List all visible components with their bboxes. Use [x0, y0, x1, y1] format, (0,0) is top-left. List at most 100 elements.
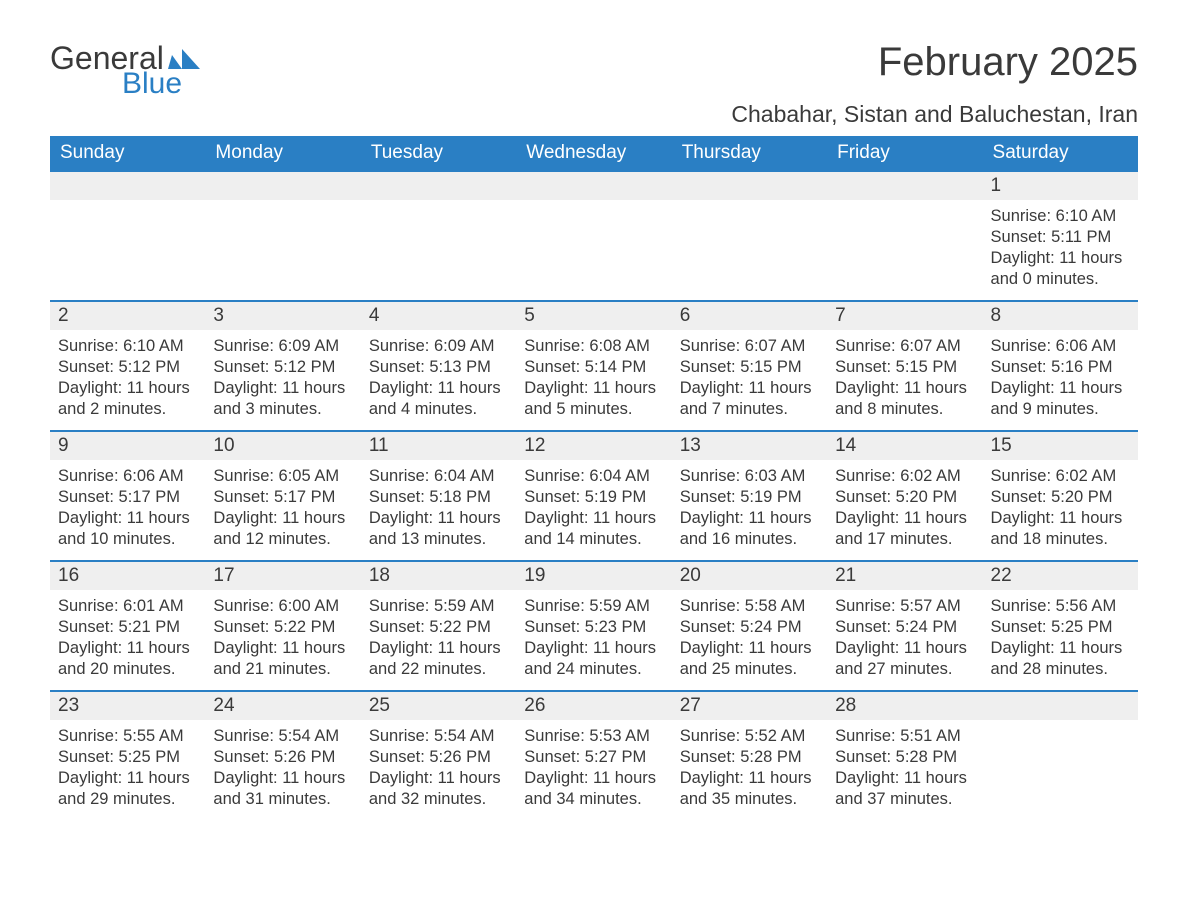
calendar-cell [361, 170, 516, 300]
day-details: Sunrise: 5:51 AMSunset: 5:28 PMDaylight:… [827, 720, 982, 816]
day-number: 21 [827, 560, 982, 590]
daylight-text: Daylight: 11 hours and 7 minutes. [680, 378, 819, 420]
day-number: 27 [672, 690, 827, 720]
daylight-text: Daylight: 11 hours and 27 minutes. [835, 638, 974, 680]
calendar-cell [827, 170, 982, 300]
calendar-cell [205, 170, 360, 300]
calendar-cell: 8 Sunrise: 6:06 AMSunset: 5:16 PMDaylight… [983, 300, 1138, 430]
sunset-text: Sunset: 5:12 PM [213, 357, 352, 378]
day-details: Sunrise: 5:58 AMSunset: 5:24 PMDaylight:… [672, 590, 827, 686]
day-details: Sunrise: 6:03 AMSunset: 5:19 PMDaylight:… [672, 460, 827, 556]
calendar-week-row: 9Sunrise: 6:06 AMSunset: 5:17 PMDaylight… [50, 430, 1138, 560]
daylight-text: Daylight: 11 hours and 28 minutes. [991, 638, 1130, 680]
day-header: Thursday [672, 136, 827, 170]
daylight-text: Daylight: 11 hours and 13 minutes. [369, 508, 508, 550]
calendar-cell: 9Sunrise: 6:06 AMSunset: 5:17 PMDaylight… [50, 430, 205, 560]
daylight-text: Daylight: 11 hours and 9 minutes. [991, 378, 1130, 420]
daylight-text: Daylight: 11 hours and 2 minutes. [58, 378, 197, 420]
day-details: Sunrise: 6:06 AMSunset: 5:17 PMDaylight:… [50, 460, 205, 556]
daylight-text: Daylight: 11 hours and 32 minutes. [369, 768, 508, 810]
sunrise-text: Sunrise: 6:02 AM [835, 466, 974, 487]
calendar-cell: 1Sunrise: 6:10 AMSunset: 5:11 PMDaylight… [983, 170, 1138, 300]
daylight-text: Daylight: 11 hours and 35 minutes. [680, 768, 819, 810]
sunrise-text: Sunrise: 5:57 AM [835, 596, 974, 617]
calendar-week-row: 2Sunrise: 6:10 AMSunset: 5:12 PMDaylight… [50, 300, 1138, 430]
daylight-text: Daylight: 11 hours and 0 minutes. [991, 248, 1130, 290]
day-number: 8 [983, 300, 1138, 330]
day-details: Sunrise: 6:00 AMSunset: 5:22 PMDaylight:… [205, 590, 360, 686]
day-number [983, 690, 1138, 720]
daylight-text: Daylight: 11 hours and 25 minutes. [680, 638, 819, 680]
day-header: Sunday [50, 136, 205, 170]
day-header: Friday [827, 136, 982, 170]
sunset-text: Sunset: 5:16 PM [991, 357, 1130, 378]
day-number: 9 [50, 430, 205, 460]
sunset-text: Sunset: 5:28 PM [680, 747, 819, 768]
daylight-text: Daylight: 11 hours and 34 minutes. [524, 768, 663, 810]
sunrise-text: Sunrise: 6:06 AM [991, 336, 1130, 357]
day-details: Sunrise: 5:53 AMSunset: 5:27 PMDaylight:… [516, 720, 671, 816]
logo: General Blue [50, 40, 200, 101]
day-number: 2 [50, 300, 205, 330]
sunrise-text: Sunrise: 6:10 AM [58, 336, 197, 357]
day-number: 5 [516, 300, 671, 330]
day-number: 22 [983, 560, 1138, 590]
day-details: Sunrise: 6:09 AMSunset: 5:12 PMDaylight:… [205, 330, 360, 426]
day-number [516, 170, 671, 200]
sunset-text: Sunset: 5:21 PM [58, 617, 197, 638]
sunset-text: Sunset: 5:25 PM [991, 617, 1130, 638]
day-number [361, 170, 516, 200]
sunset-text: Sunset: 5:18 PM [369, 487, 508, 508]
day-number: 24 [205, 690, 360, 720]
calendar-cell: 26Sunrise: 5:53 AMSunset: 5:27 PMDayligh… [516, 690, 671, 820]
day-number: 11 [361, 430, 516, 460]
calendar-cell [672, 170, 827, 300]
sunset-text: Sunset: 5:28 PM [835, 747, 974, 768]
day-number: 28 [827, 690, 982, 720]
calendar-cell: 17Sunrise: 6:00 AMSunset: 5:22 PMDayligh… [205, 560, 360, 690]
sunrise-text: Sunrise: 6:05 AM [213, 466, 352, 487]
sunrise-text: Sunrise: 6:03 AM [680, 466, 819, 487]
day-number [827, 170, 982, 200]
day-details: Sunrise: 6:07 AMSunset: 5:15 PMDaylight:… [672, 330, 827, 426]
day-number [672, 170, 827, 200]
daylight-text: Daylight: 11 hours and 20 minutes. [58, 638, 197, 680]
calendar-cell: 2Sunrise: 6:10 AMSunset: 5:12 PMDaylight… [50, 300, 205, 430]
sunset-text: Sunset: 5:15 PM [680, 357, 819, 378]
sunset-text: Sunset: 5:19 PM [524, 487, 663, 508]
day-number: 14 [827, 430, 982, 460]
sunrise-text: Sunrise: 5:51 AM [835, 726, 974, 747]
calendar-cell [50, 170, 205, 300]
daylight-text: Daylight: 11 hours and 12 minutes. [213, 508, 352, 550]
day-header: Wednesday [516, 136, 671, 170]
sunrise-text: Sunrise: 5:53 AM [524, 726, 663, 747]
calendar-cell: 7Sunrise: 6:07 AMSunset: 5:15 PMDaylight… [827, 300, 982, 430]
day-details: Sunrise: 6:10 AMSunset: 5:12 PMDaylight:… [50, 330, 205, 426]
calendar-week-row: 1Sunrise: 6:10 AMSunset: 5:11 PMDaylight… [50, 170, 1138, 300]
daylight-text: Daylight: 11 hours and 21 minutes. [213, 638, 352, 680]
day-number: 20 [672, 560, 827, 590]
day-number: 12 [516, 430, 671, 460]
calendar-cell: 16Sunrise: 6:01 AMSunset: 5:21 PMDayligh… [50, 560, 205, 690]
sunrise-text: Sunrise: 5:58 AM [680, 596, 819, 617]
day-number: 25 [361, 690, 516, 720]
day-details: Sunrise: 5:59 AMSunset: 5:22 PMDaylight:… [361, 590, 516, 686]
sunset-text: Sunset: 5:17 PM [58, 487, 197, 508]
daylight-text: Daylight: 11 hours and 37 minutes. [835, 768, 974, 810]
calendar-week-row: 23Sunrise: 5:55 AMSunset: 5:25 PMDayligh… [50, 690, 1138, 820]
sunset-text: Sunset: 5:23 PM [524, 617, 663, 638]
day-number [50, 170, 205, 200]
day-details: Sunrise: 6:10 AMSunset: 5:11 PMDaylight:… [983, 200, 1138, 296]
calendar-cell: 24Sunrise: 5:54 AMSunset: 5:26 PMDayligh… [205, 690, 360, 820]
daylight-text: Daylight: 11 hours and 29 minutes. [58, 768, 197, 810]
sunrise-text: Sunrise: 6:06 AM [58, 466, 197, 487]
day-number [205, 170, 360, 200]
sunrise-text: Sunrise: 6:00 AM [213, 596, 352, 617]
sunset-text: Sunset: 5:24 PM [835, 617, 974, 638]
sunrise-text: Sunrise: 5:52 AM [680, 726, 819, 747]
day-details: Sunrise: 6:04 AMSunset: 5:18 PMDaylight:… [361, 460, 516, 556]
day-number: 15 [983, 430, 1138, 460]
sunrise-text: Sunrise: 6:07 AM [835, 336, 974, 357]
calendar-cell: 5Sunrise: 6:08 AMSunset: 5:14 PMDaylight… [516, 300, 671, 430]
sunrise-text: Sunrise: 6:08 AM [524, 336, 663, 357]
